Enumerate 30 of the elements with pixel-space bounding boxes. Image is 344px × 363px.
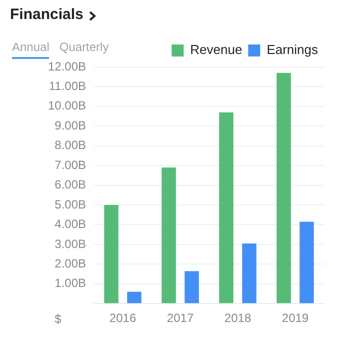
y-tick-label: 3.00B <box>54 236 86 251</box>
y-tick-label: 5.00B <box>54 197 86 212</box>
y-axis-title: $ <box>54 312 62 326</box>
bar <box>242 243 256 304</box>
text: Annual <box>12 40 50 59</box>
x-tick-label: 2017 <box>166 311 194 326</box>
text: Quarterly <box>59 40 109 56</box>
y-tick-label: 12.00B <box>48 59 86 74</box>
chart-title: Financials <box>10 6 84 23</box>
y-tick-label: 9.00B <box>54 118 86 132</box>
y-tick-label: 7.00B <box>54 158 86 172</box>
bar <box>300 222 314 304</box>
y-tick-label: 4.00B <box>54 217 86 232</box>
bar <box>104 205 118 304</box>
y-tick-label: 6.00B <box>54 178 86 192</box>
x-tick-label: 2019 <box>282 311 309 326</box>
legend-label: Revenue <box>190 42 242 58</box>
legend-label: Earnings <box>266 42 318 58</box>
y-tick-label: 11.00B <box>48 79 86 94</box>
bar <box>276 72 291 304</box>
y-tick-label: 2.00B <box>54 256 86 270</box>
x-tick-label: 2016 <box>109 311 136 326</box>
y-tick-label: 10.00B <box>48 98 86 113</box>
y-tick-label: 8.00B <box>54 138 86 152</box>
x-tick-label: 2018 <box>224 311 252 326</box>
bar <box>219 112 234 304</box>
y-tick-label: 1.00B <box>54 276 86 290</box>
bar <box>162 168 176 304</box>
bar <box>184 271 199 304</box>
bar <box>127 292 142 304</box>
